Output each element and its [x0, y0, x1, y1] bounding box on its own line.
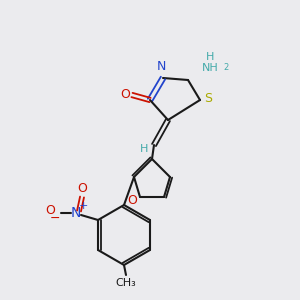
Text: O: O: [127, 194, 137, 206]
Text: 2: 2: [224, 64, 229, 73]
Text: O: O: [120, 88, 130, 100]
Text: +: +: [78, 201, 88, 211]
Text: NH: NH: [202, 63, 218, 73]
Text: O: O: [77, 182, 87, 196]
Text: S: S: [204, 92, 212, 104]
Text: O: O: [45, 205, 55, 218]
Text: H: H: [140, 144, 148, 154]
Text: N: N: [156, 61, 166, 74]
Text: H: H: [206, 52, 214, 62]
Text: −: −: [50, 212, 60, 224]
Text: N: N: [71, 206, 81, 220]
Text: CH₃: CH₃: [116, 278, 136, 288]
